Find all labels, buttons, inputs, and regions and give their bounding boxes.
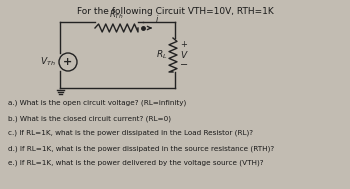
Text: b.) What is the closed circuit current? (RL=0): b.) What is the closed circuit current? … [8,115,171,122]
Text: d.) If RL=1K, what is the power dissipated in the source resistance (RTH)?: d.) If RL=1K, what is the power dissipat… [8,145,274,152]
Text: i: i [156,15,158,24]
Text: c.) If RL=1K, what is the power dissipated in the Load Resistor (RL)?: c.) If RL=1K, what is the power dissipat… [8,130,253,136]
Text: V: V [180,50,186,60]
Text: $R_{Th}$: $R_{Th}$ [109,9,124,21]
Text: $V_{Th}$: $V_{Th}$ [40,56,56,68]
Text: $R_L$: $R_L$ [155,49,167,61]
Text: For the following Circuit VTH=10V, RTH=1K: For the following Circuit VTH=10V, RTH=1… [77,7,273,16]
Text: +: + [180,40,187,49]
Text: e.) If RL=1K, what is the power delivered by the voltage source (VTH)?: e.) If RL=1K, what is the power delivere… [8,160,264,167]
Text: +: + [63,57,73,67]
Text: a.) What is the open circuit voltage? (RL=infinity): a.) What is the open circuit voltage? (R… [8,100,186,106]
Text: −: − [180,60,188,70]
